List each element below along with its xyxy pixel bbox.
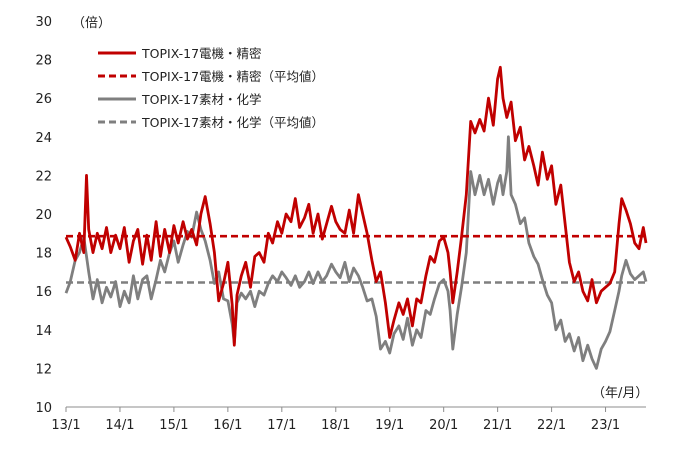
y-tick-label: 12 xyxy=(35,362,52,377)
x-tick-label: 21/1 xyxy=(483,418,512,433)
y-tick-label: 22 xyxy=(35,169,52,184)
x-tick-label: 16/1 xyxy=(213,418,242,433)
x-axis: 13/1 14/1 15/1 16/1 17/1 18/1 19/1 20/1 21/1 22/1… xyxy=(51,406,646,433)
y-axis-ticks: 10 12 14 16 18 20 22 24 26 28 30 xyxy=(35,15,52,416)
x-tick-label: 17/1 xyxy=(267,418,296,433)
legend: TOPIX-17電機・精密 TOPIX-17電機・精密（平均値） TOPIX-17素… xyxy=(98,46,324,130)
legend-label-1: TOPIX-17電機・精密（平均値） xyxy=(141,69,324,84)
legend-label-0: TOPIX-17電機・精密 xyxy=(141,46,262,61)
x-tick-label: 19/1 xyxy=(375,418,404,433)
y-unit-label: （倍） xyxy=(72,16,111,31)
x-unit-label: （年/月） xyxy=(592,386,648,401)
x-tick-label: 18/1 xyxy=(321,418,350,433)
y-tick-label: 28 xyxy=(35,54,52,69)
x-tick-label: 23/1 xyxy=(591,418,620,433)
y-tick-label: 14 xyxy=(35,324,52,339)
y-tick-label: 26 xyxy=(35,92,52,107)
y-tick-label: 18 xyxy=(35,247,52,262)
series-line-0 xyxy=(64,65,648,347)
series-line-2 xyxy=(64,135,648,370)
x-tick-label: 15/1 xyxy=(159,418,188,433)
x-tick-label: 14/1 xyxy=(105,418,134,433)
legend-label-2: TOPIX-17素材・化学 xyxy=(141,92,262,107)
x-tick-label: 13/1 xyxy=(51,418,80,433)
series-layer xyxy=(64,65,648,370)
y-tick-label: 10 xyxy=(35,401,52,416)
x-tick-label: 20/1 xyxy=(429,418,458,433)
y-tick-label: 20 xyxy=(35,208,52,223)
y-tick-label: 24 xyxy=(35,131,52,146)
legend-label-3: TOPIX-17素材・化学（平均値） xyxy=(141,115,324,130)
y-tick-label: 16 xyxy=(35,285,52,300)
x-tick-label: 22/1 xyxy=(537,418,566,433)
y-tick-label: 30 xyxy=(35,15,52,30)
